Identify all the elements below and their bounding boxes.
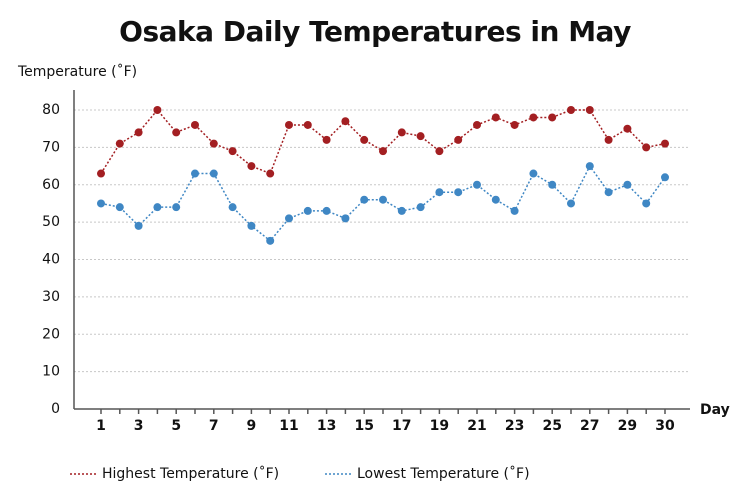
data-point <box>623 124 632 133</box>
x-tick-label: 3 <box>134 418 144 434</box>
data-point <box>379 147 387 156</box>
data-point <box>491 195 500 204</box>
data-point <box>247 221 256 230</box>
data-point <box>379 195 387 204</box>
data-point <box>623 180 632 189</box>
data-point <box>228 203 237 212</box>
data-point <box>473 180 481 189</box>
y-tick-label: 10 <box>42 364 60 380</box>
data-point <box>510 120 519 129</box>
data-point <box>416 203 425 212</box>
y-tick-label: 20 <box>42 326 60 342</box>
legend-label: Lowest Temperature (˚F) <box>357 465 530 482</box>
y-tick-label: 70 <box>42 139 60 155</box>
data-point <box>567 106 575 114</box>
x-axis-label: Day <box>700 402 730 418</box>
data-point <box>661 173 669 182</box>
y-tick-label: 50 <box>42 214 60 230</box>
data-point <box>247 162 256 171</box>
data-point <box>285 214 293 223</box>
data-point <box>397 206 406 215</box>
x-tick-label: 5 <box>171 418 181 434</box>
data-point <box>661 139 669 148</box>
x-tick-label: 13 <box>317 418 336 434</box>
x-tick-label: 15 <box>354 418 373 434</box>
data-point <box>228 147 237 156</box>
data-point <box>303 206 312 215</box>
y-tick-label: 30 <box>42 289 60 305</box>
data-point <box>115 203 124 212</box>
y-tick-label: 60 <box>42 177 60 193</box>
data-point <box>266 236 275 245</box>
data-point <box>642 143 651 152</box>
data-point <box>153 203 162 212</box>
data-point <box>134 221 143 230</box>
data-point <box>642 199 651 208</box>
data-point <box>209 139 218 148</box>
data-point <box>473 120 481 129</box>
data-point <box>416 132 425 141</box>
data-point <box>322 206 331 215</box>
data-point <box>435 147 444 156</box>
data-point <box>529 169 538 178</box>
data-point <box>341 117 350 126</box>
data-point <box>322 135 331 144</box>
legend-label: Highest Temperature (˚F) <box>102 465 279 482</box>
data-point <box>191 120 199 129</box>
data-point <box>209 169 218 178</box>
y-tick-label: 40 <box>42 252 60 268</box>
chart-title: Osaka Daily Temperatures in May <box>119 15 631 48</box>
x-tick-label: 11 <box>279 418 298 434</box>
x-tick-label: 29 <box>618 418 637 434</box>
data-point <box>454 188 463 197</box>
data-point <box>397 128 406 137</box>
data-point <box>567 199 575 208</box>
data-point <box>585 106 594 114</box>
data-point <box>341 214 350 223</box>
data-point <box>134 128 143 137</box>
data-point <box>285 120 293 129</box>
data-point <box>360 195 369 204</box>
x-tick-label: 25 <box>542 418 561 434</box>
data-point <box>97 169 105 178</box>
data-point <box>266 169 275 178</box>
x-tick-label: 21 <box>467 418 486 434</box>
data-point <box>153 106 162 114</box>
data-point <box>585 162 594 171</box>
data-point <box>491 113 500 122</box>
data-point <box>510 206 519 215</box>
data-point <box>172 128 181 137</box>
data-point <box>97 199 105 208</box>
series-line <box>100 108 666 175</box>
x-tick-label: 9 <box>247 418 257 434</box>
data-point <box>191 169 199 178</box>
x-tick-label: 23 <box>505 418 524 434</box>
data-point <box>548 113 557 122</box>
data-point <box>172 203 181 212</box>
data-point <box>604 135 613 144</box>
x-tick-label: 19 <box>430 418 449 434</box>
y-tick-label: 80 <box>42 102 60 118</box>
data-point <box>360 135 369 144</box>
x-tick-label: 7 <box>209 418 219 434</box>
y-axis-label: Temperature (˚F) <box>17 63 137 80</box>
x-tick-label: 1 <box>96 418 106 434</box>
x-tick-label: 27 <box>580 418 599 434</box>
x-tick-label: 17 <box>392 418 411 434</box>
data-point <box>435 188 444 197</box>
y-tick-label: 0 <box>51 401 60 417</box>
x-tick-label: 30 <box>655 418 675 434</box>
data-point <box>604 188 613 197</box>
data-point <box>529 113 538 122</box>
data-point <box>115 139 124 148</box>
data-point <box>454 135 463 144</box>
data-point <box>548 180 557 189</box>
data-point <box>303 120 312 129</box>
